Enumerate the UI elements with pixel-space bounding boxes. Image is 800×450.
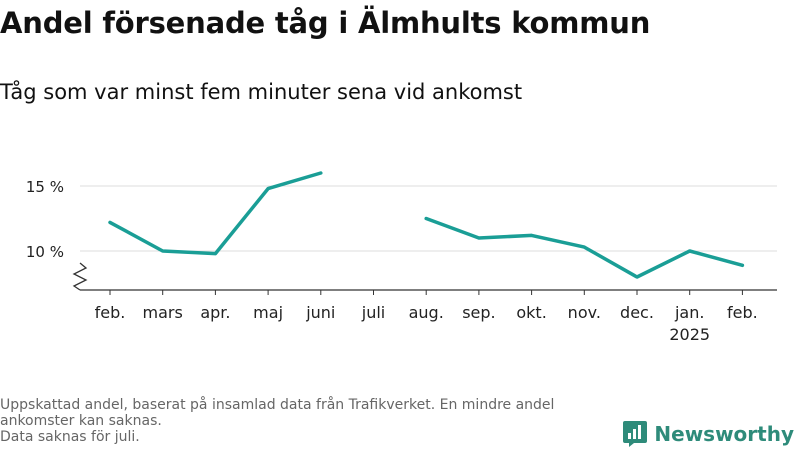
data-point — [213, 252, 217, 256]
x-tick-label: okt. — [516, 303, 546, 322]
x-tick-label: aug. — [409, 303, 444, 322]
x-tick-label: sep. — [462, 303, 495, 322]
data-point — [319, 171, 323, 175]
x-tick-label: mars — [143, 303, 183, 322]
logo-text: Newsworthy — [654, 422, 794, 446]
data-point — [424, 217, 428, 220]
data-point — [530, 233, 534, 237]
x-year-label: 2025 — [669, 325, 710, 344]
footer-source-note: Uppskattad andel, baserat på insamlad da… — [0, 397, 555, 429]
x-tick-label: juni — [305, 303, 335, 322]
x-tick-label: jan. — [674, 303, 704, 322]
data-point — [108, 220, 112, 224]
x-tick-label: dec. — [620, 303, 654, 322]
x-tick-label: feb. — [727, 303, 758, 322]
x-axis: feb. mars apr. maj juni juli aug. sep. okt. nov. d… — [80, 289, 777, 344]
x-tick-label: juli — [361, 303, 385, 322]
data-point — [688, 249, 692, 253]
axis-break-zigzag — [72, 262, 88, 291]
data-point — [161, 249, 165, 253]
x-tick-label: nov. — [568, 303, 601, 322]
x-tick-label: maj — [253, 303, 283, 322]
line-chart: 10 % 15 % feb. mars apr. maj juni juli aug. sep.… — [26, 171, 777, 344]
x-tick-label: feb. — [95, 303, 126, 322]
footer-note: Uppskattad andel, baserat på insamlad da… — [0, 397, 630, 445]
y-tick-label: 15 % — [26, 178, 64, 196]
series-layer — [108, 171, 745, 279]
chart-title: Andel försenade tåg i Älmhults kommun — [0, 6, 651, 40]
y-tick-label: 10 % — [26, 243, 64, 261]
newsworthy-logo: Newsworthy — [622, 420, 794, 448]
y-tick-labels: 10 % 15 % — [26, 178, 64, 261]
footer-missing-note: Data saknas för juli. — [0, 429, 140, 445]
axis-break-icon — [72, 262, 88, 291]
data-point — [635, 275, 639, 279]
newsworthy-logo-icon — [623, 421, 648, 447]
data-point — [582, 245, 586, 249]
x-tick-label: apr. — [200, 303, 230, 322]
data-point — [477, 236, 481, 240]
data-point — [740, 263, 744, 267]
series-line — [108, 171, 745, 279]
data-point — [266, 187, 270, 191]
chart-subtitle: Tåg som var minst fem minuter sena vid a… — [0, 80, 523, 104]
